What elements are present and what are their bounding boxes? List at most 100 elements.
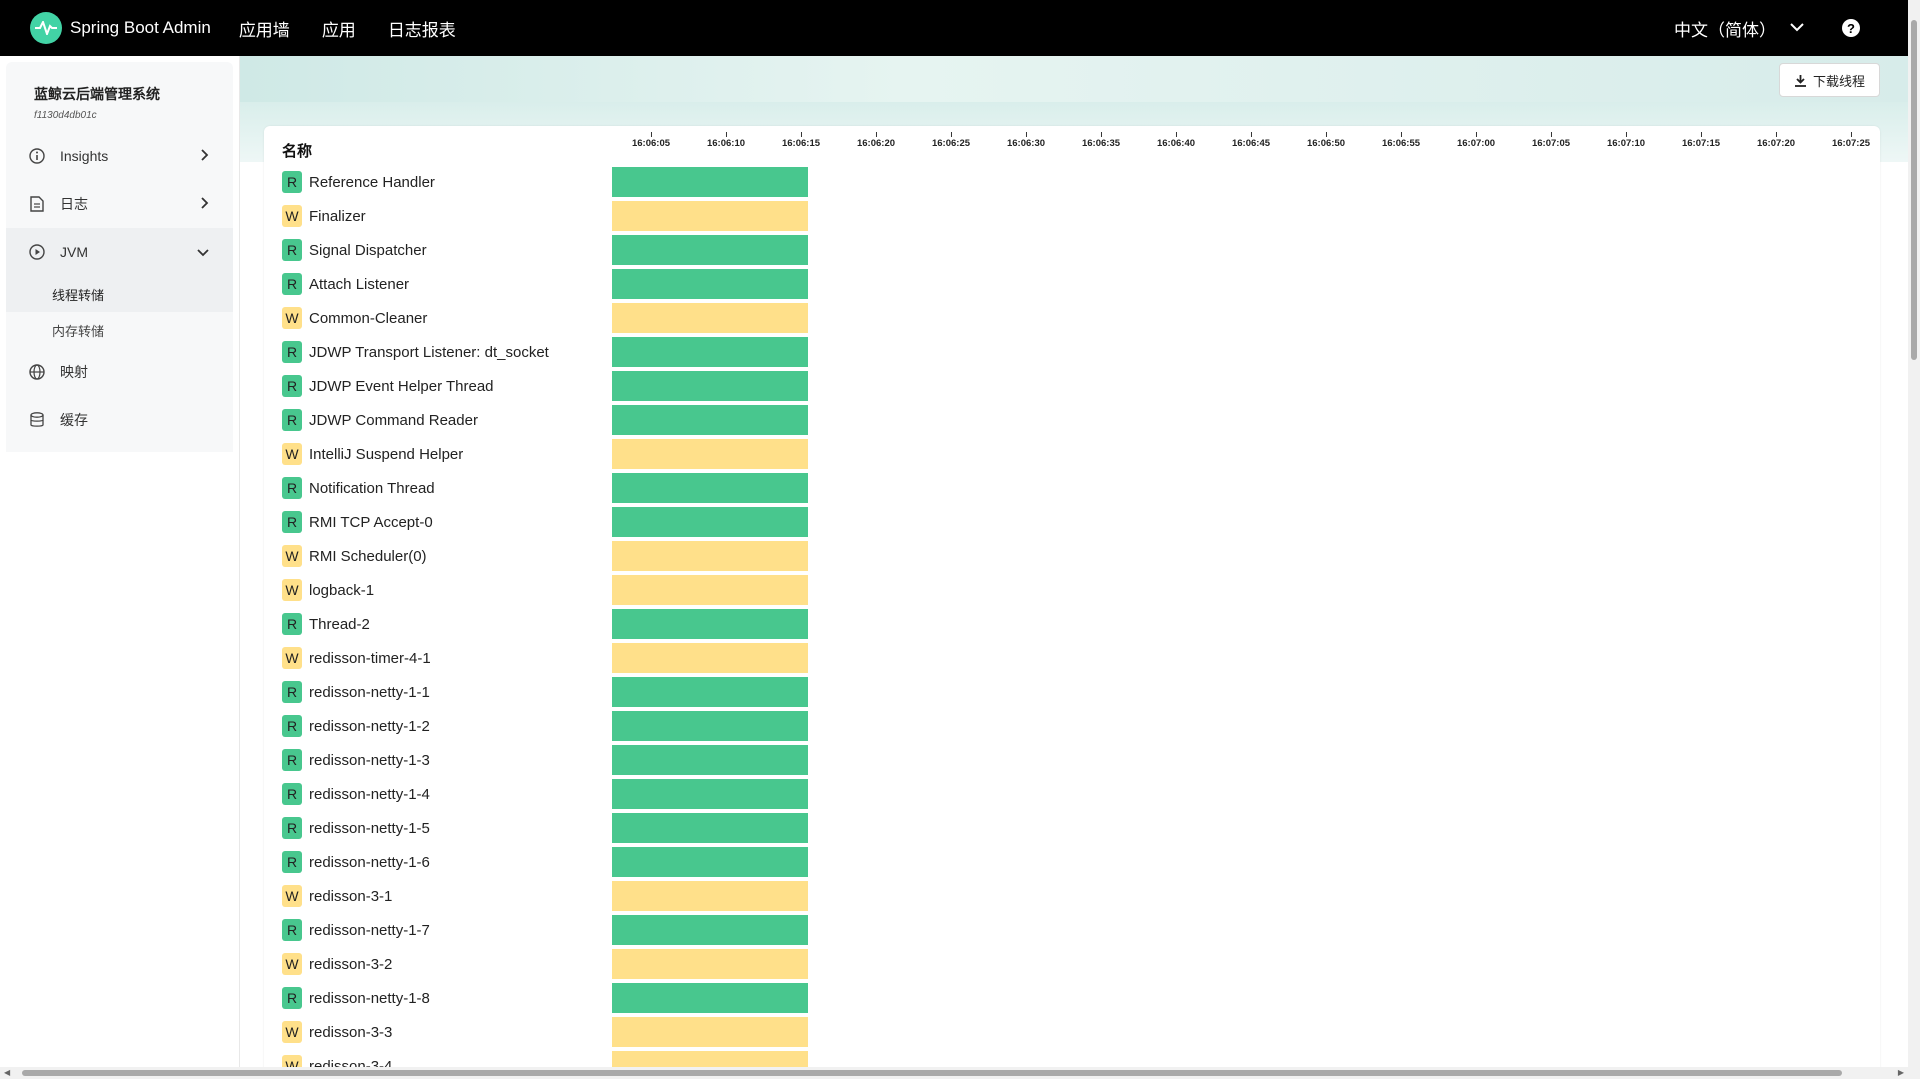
thread-name: JDWP Event Helper Thread — [309, 377, 494, 395]
thread-state-badge: W — [282, 647, 302, 669]
thread-name: JDWP Command Reader — [309, 411, 478, 429]
nav-right: 中文（简体） ? — [1674, 0, 1860, 56]
thread-timeline-bar[interactable] — [612, 269, 808, 299]
thread-name: IntelliJ Suspend Helper — [309, 445, 464, 463]
thread-timeline-bar[interactable] — [612, 507, 808, 537]
thread-state-badge: R — [282, 511, 302, 533]
thread-timeline-bar[interactable] — [612, 201, 808, 231]
sidebar-item-logs[interactable]: 日志 — [6, 180, 233, 228]
time-tick-label: 16:06:40 — [1156, 132, 1196, 149]
thread-row[interactable]: R JDWP Transport Listener: dt_socket — [282, 337, 549, 367]
thread-row[interactable]: R RMI TCP Accept-0 — [282, 507, 433, 537]
sidebar-subitem-thread-dump[interactable]: 线程转储 — [6, 276, 233, 312]
horizontal-scrollbar[interactable]: ◀ ▶ — [0, 1067, 1908, 1079]
sidebar-item-mappings[interactable]: 映射 — [6, 348, 233, 396]
thread-name: Notification Thread — [309, 479, 435, 497]
thread-timeline-bar[interactable] — [612, 643, 808, 673]
database-icon — [28, 411, 46, 429]
chevron-down-icon[interactable] — [1790, 19, 1804, 37]
thread-timeline-bar[interactable] — [612, 541, 808, 571]
thread-state-badge: W — [282, 307, 302, 329]
thread-row[interactable]: R Notification Thread — [282, 473, 435, 503]
scroll-right-arrow-icon[interactable]: ▶ — [1897, 1068, 1904, 1077]
thread-timeline-bar[interactable] — [612, 371, 808, 401]
thread-timeline-bar[interactable] — [612, 405, 808, 435]
thread-timeline-bar[interactable] — [612, 915, 808, 945]
thread-row[interactable]: W RMI Scheduler(0) — [282, 541, 427, 571]
thread-timeline-bar[interactable] — [612, 949, 808, 979]
thread-timeline-bar[interactable] — [612, 745, 808, 775]
thread-timeline-bar[interactable] — [612, 983, 808, 1013]
thread-name: redisson-netty-1-7 — [309, 921, 430, 939]
thread-name: Common-Cleaner — [309, 309, 428, 327]
thread-timeline-bar[interactable] — [612, 881, 808, 911]
chevron-down-icon — [197, 244, 209, 260]
vertical-scroll-thumb[interactable] — [1911, 20, 1917, 360]
sidebar-item-caches[interactable]: 缓存 — [6, 396, 233, 444]
thread-row[interactable]: R JDWP Event Helper Thread — [282, 371, 494, 401]
thread-state-badge: W — [282, 205, 302, 227]
time-tick-label: 16:06:50 — [1306, 132, 1346, 149]
thread-row[interactable]: R Attach Listener — [282, 269, 409, 299]
nav-link-log-report[interactable]: 日志报表 — [387, 20, 456, 40]
sidebar-item-insights[interactable]: Insights — [6, 132, 233, 180]
thread-timeline-bar[interactable] — [612, 677, 808, 707]
sidebar-item-jvm[interactable]: JVM — [6, 228, 233, 276]
thread-name: redisson-netty-1-5 — [309, 819, 430, 837]
sidebar-subitem-heap-dump[interactable]: 内存转储 — [52, 323, 105, 339]
thread-state-badge: R — [282, 851, 302, 873]
thread-timeline-bar[interactable] — [612, 473, 808, 503]
help-icon[interactable]: ? — [1842, 19, 1860, 37]
thread-row[interactable]: W IntelliJ Suspend Helper — [282, 439, 463, 469]
thread-state-badge: R — [282, 375, 302, 397]
time-tick-label: 16:06:10 — [706, 132, 746, 149]
thread-row[interactable]: R Thread-2 — [282, 609, 370, 639]
nav-link-wallboard[interactable]: 应用墙 — [238, 20, 290, 40]
thread-timeline-bar[interactable] — [612, 235, 808, 265]
thread-row[interactable]: R JDWP Command Reader — [282, 405, 478, 435]
scroll-left-arrow-icon[interactable]: ◀ — [4, 1068, 11, 1077]
thread-timeline-bar[interactable] — [612, 609, 808, 639]
thread-state-badge: R — [282, 613, 302, 635]
thread-timeline-bar[interactable] — [612, 439, 808, 469]
thread-timeline-bar[interactable] — [612, 337, 808, 367]
thread-state-badge: R — [282, 783, 302, 805]
thread-timeline-bar[interactable] — [612, 813, 808, 843]
thread-name: Reference Handler — [309, 173, 435, 191]
thread-timeline-bar[interactable] — [612, 847, 808, 877]
thread-state-badge: R — [282, 171, 302, 193]
thread-timeline-bar[interactable] — [612, 779, 808, 809]
thread-row[interactable]: W Common-Cleaner — [282, 303, 427, 333]
nav-link-applications[interactable]: 应用 — [321, 20, 356, 40]
thread-state-badge: W — [282, 579, 302, 601]
brand[interactable]: Spring Boot Admin — [30, 12, 211, 44]
download-threads-button[interactable]: 下载线程 — [1778, 63, 1880, 97]
horizontal-scroll-thumb[interactable] — [22, 1070, 1842, 1076]
thread-timeline-bar[interactable] — [612, 575, 808, 605]
language-selector[interactable]: 中文（简体） — [1674, 20, 1776, 40]
thread-timeline-bar[interactable] — [612, 711, 808, 741]
thread-timeline-bar[interactable] — [612, 1017, 808, 1047]
thread-row[interactable]: R Signal Dispatcher — [282, 235, 427, 265]
thread-row[interactable]: R Reference Handler — [282, 167, 435, 197]
thread-timeline-bar[interactable] — [612, 167, 808, 197]
thread-row[interactable]: W Finalizer — [282, 201, 366, 231]
thread-timeline-bar[interactable] — [612, 303, 808, 333]
top-navbar: Spring Boot Admin 应用墙 应用 日志报表 中文（简体） ? — [0, 0, 1920, 56]
thread-state-badge: R — [282, 987, 302, 1009]
vertical-scrollbar[interactable] — [1908, 0, 1920, 1079]
thread-state-badge: W — [282, 545, 302, 567]
